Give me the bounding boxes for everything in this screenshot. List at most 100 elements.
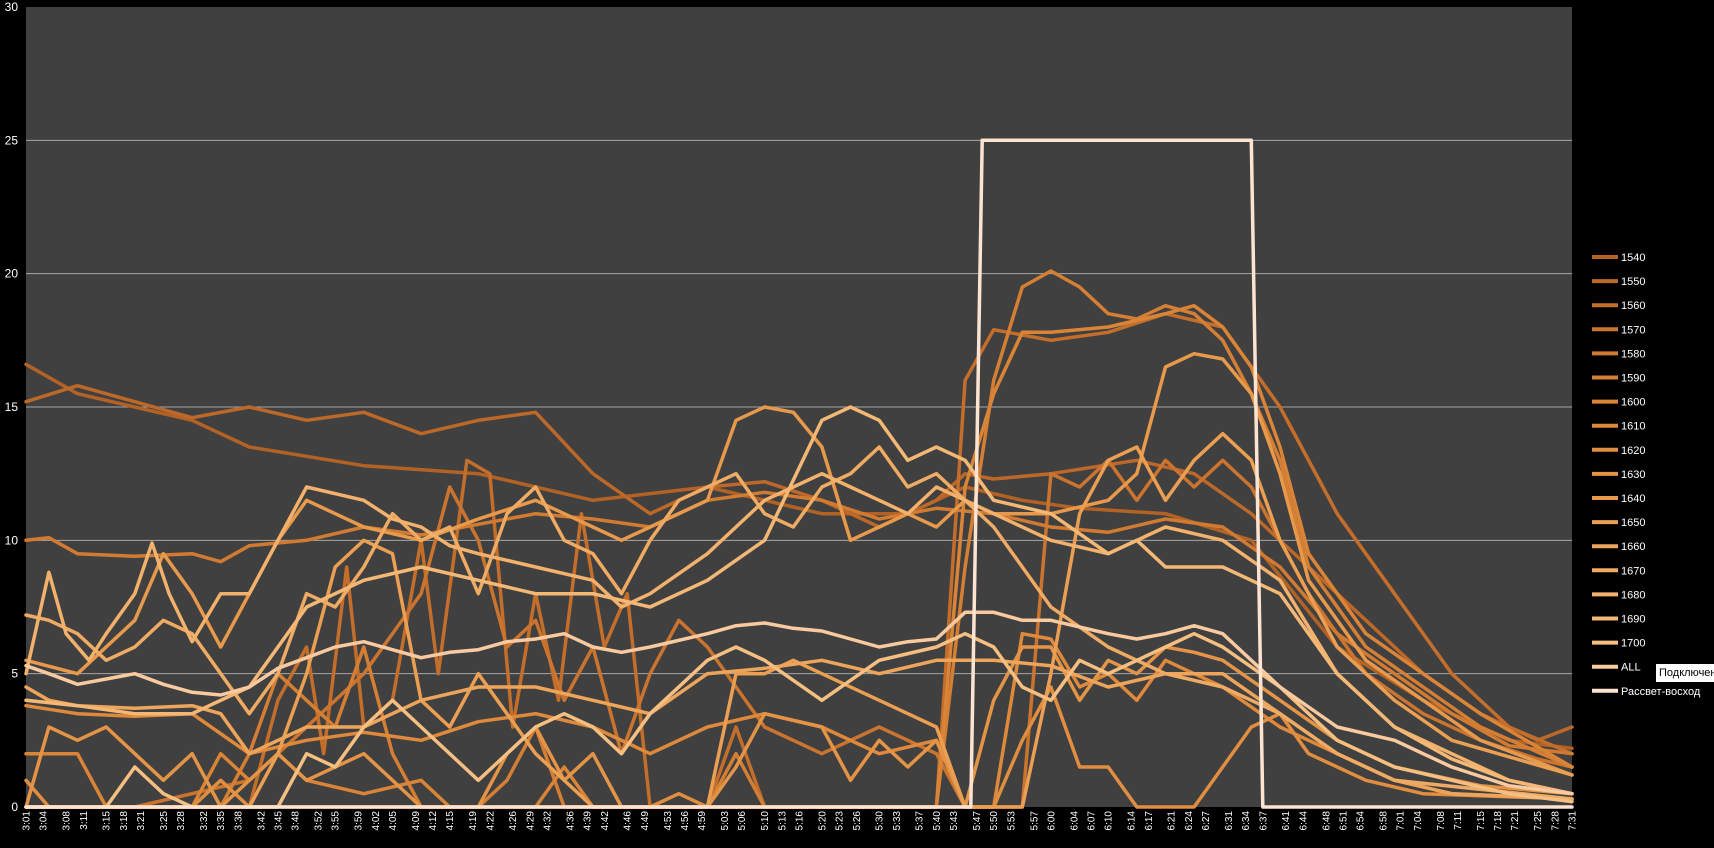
series-line-1680 [24,471,1574,796]
x-tick-label: 7:08 [1436,811,1447,831]
x-tick-label: 7:11 [1453,811,1464,830]
legend-label: 1700 [1621,638,1645,650]
legend-label: 1620 [1621,445,1645,457]
x-tick-label: 6:54 [1356,811,1367,831]
y-tick-label: 30 [5,0,19,14]
legend-label: 1580 [1621,348,1645,360]
y-tick-label: 10 [5,533,19,547]
x-tick-label: 3:18 [119,811,130,831]
legend-label: ALL [1621,662,1641,674]
x-tick-label: 4:53 [663,811,674,831]
x-tick-label: 6:58 [1379,811,1390,831]
x-tick-label: 7:31 [1568,811,1579,831]
x-tick-label: 4:19 [468,811,479,831]
series-line-1630 [24,645,1574,809]
x-tick-label: 6:51 [1338,811,1349,831]
y-tick-label: 15 [5,400,19,414]
x-tick-label: 5:23 [835,811,846,831]
legend-label: 1640 [1621,493,1645,505]
x-tick-label: 6:04 [1069,811,1080,831]
x-tick-label: 4:15 [445,811,456,831]
connection-status-box: Подключение [1656,664,1714,682]
series-line-1700 [24,631,1574,809]
x-tick-label: 5:57 [1029,811,1040,831]
x-tick-label: 3:32 [199,811,210,831]
x-tick-label: 4:12 [428,811,439,831]
legend-label: 1690 [1621,614,1645,626]
legend-label: 1650 [1621,517,1645,529]
x-tick-label: 3:52 [314,811,325,831]
x-tick-label: 7:04 [1413,811,1424,831]
series-line-1690 [24,405,1574,796]
legend-label: 1670 [1621,565,1645,577]
x-tick-label: 3:08 [62,811,73,831]
x-tick-label: 4:09 [411,811,422,831]
x-tick-label: 5:20 [817,811,828,831]
x-tick-label: 5:06 [737,811,748,831]
y-axis-tick-labels: 0 5 10 15 20 25 30 [5,0,19,814]
x-tick-label: 3:59 [354,811,365,831]
y-tick-label: 20 [5,267,19,281]
legend-label: 1600 [1621,397,1645,409]
x-tick-label: 5:16 [795,811,806,831]
x-tick-label: 5:26 [852,811,863,831]
x-tick-label: 4:49 [640,811,651,831]
x-tick-label: 4:26 [508,811,519,831]
x-tick-label: 3:42 [256,811,267,831]
y-tick-label: 25 [5,133,19,147]
series-line-1590 [24,269,1574,809]
series-line-Рассвет-восход [24,138,1574,809]
x-tick-label: 3:55 [331,811,342,831]
y-tick-label: 0 [11,800,18,814]
x-tick-label: 5:50 [989,811,1000,831]
x-tick-label: 7:01 [1396,811,1407,831]
x-tick-label: 6:00 [1046,811,1057,831]
series-line-1660 [24,658,1574,801]
y-tick-label: 5 [11,667,18,681]
x-tick-label: 3:01 [22,811,33,831]
x-tick-label: 5:03 [720,811,731,831]
series-lines [24,138,1574,809]
x-tick-label: 4:32 [543,811,554,831]
x-tick-label: 5:43 [949,811,960,831]
gridlines [26,139,1572,675]
legend-label: 1610 [1621,421,1645,433]
series-line-ALL [24,610,1574,796]
x-tick-label: 5:10 [760,811,771,831]
x-tick-label: 4:36 [565,811,576,831]
legend-label: 1560 [1621,300,1645,312]
series-line-1650 [24,431,1574,809]
x-axis-tick-labels: 3:01 3:04 3:08 3:11 3:15 3:18 3:21 3:25 3:28 3:32… [22,811,1579,831]
series-line-1670 [24,445,1574,801]
legend: 1540 1550 1560 1570 1580 1590 1600 1610 1620 1630… [1592,252,1701,698]
x-tick-label: 5:37 [915,811,926,831]
x-tick-label: 4:42 [600,811,611,831]
legend-label: 1550 [1621,276,1645,288]
x-tick-label: 4:46 [623,811,634,831]
x-tick-label: 6:27 [1201,811,1212,831]
x-tick-label: 6:14 [1127,811,1138,831]
x-tick-label: 7:15 [1476,811,1487,831]
legend-label: 1660 [1621,541,1645,553]
x-tick-label: 3:48 [291,811,302,831]
x-tick-label: 6:07 [1087,811,1098,831]
x-tick-label: 3:11 [79,811,90,830]
x-tick-label: 3:04 [39,811,50,831]
legend-label: 1570 [1621,324,1645,336]
x-tick-label: 5:53 [1006,811,1017,831]
x-tick-label: 5:33 [892,811,903,831]
x-tick-label: 3:28 [176,811,187,831]
x-tick-label: 6:48 [1321,811,1332,831]
x-tick-label: 6:10 [1104,811,1115,831]
x-tick-label: 3:35 [216,811,227,831]
x-tick-label: 6:21 [1167,811,1178,831]
x-tick-label: 6:41 [1281,811,1292,831]
x-tick-label: 3:45 [273,811,284,831]
x-tick-label: 3:15 [102,811,113,831]
legend-label: Рассвет-восход [1621,686,1701,698]
legend-label: 1630 [1621,469,1645,481]
x-tick-label: 7:28 [1550,811,1561,831]
x-tick-label: 5:47 [972,811,983,831]
x-tick-label: 4:39 [583,811,594,831]
